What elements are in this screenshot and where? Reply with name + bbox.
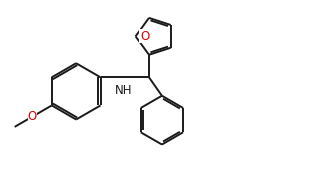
- Text: O: O: [28, 110, 37, 123]
- Text: O: O: [140, 30, 149, 43]
- Text: NH: NH: [114, 84, 132, 97]
